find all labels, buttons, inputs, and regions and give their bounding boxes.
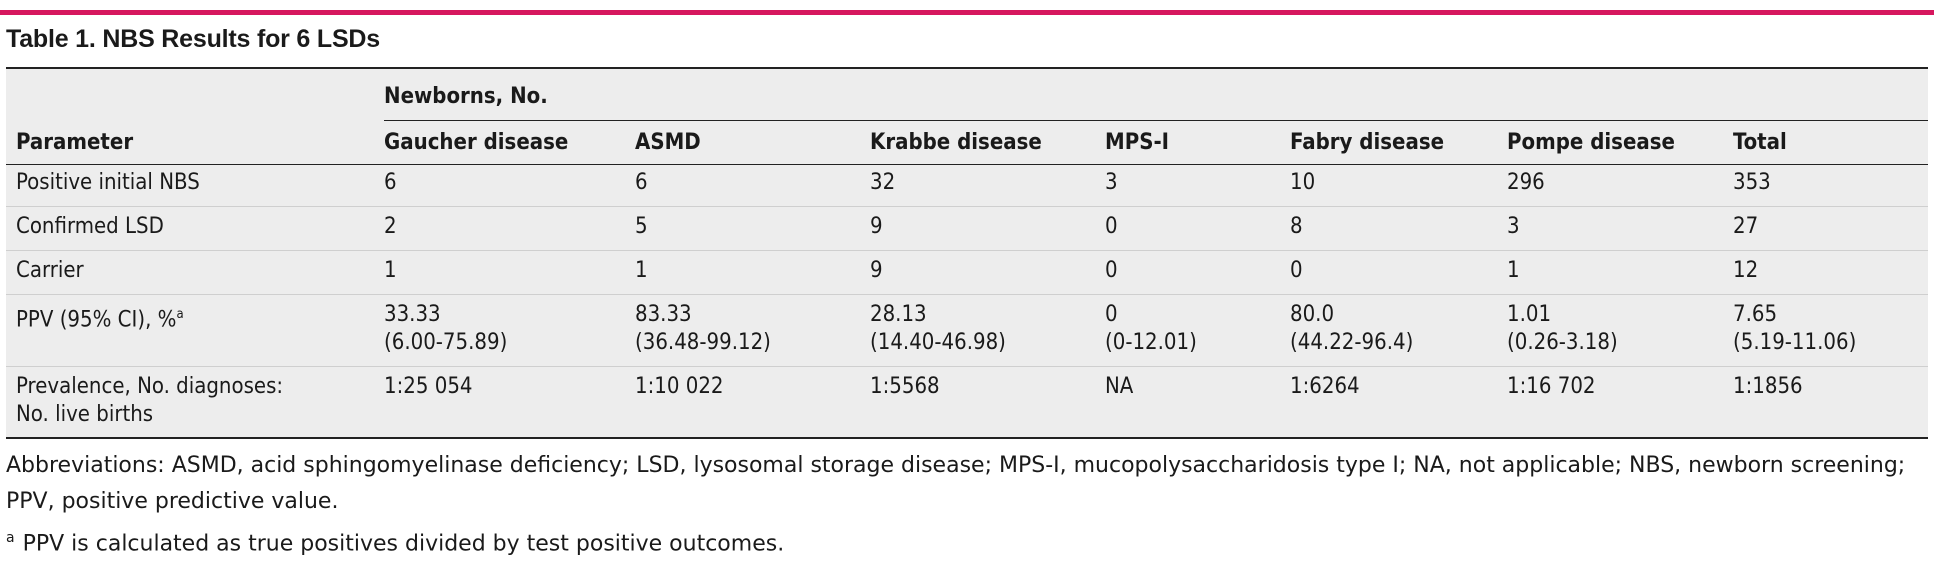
table-cell: 27 xyxy=(1733,214,1759,239)
table-cell: 2 xyxy=(384,214,397,239)
table-cell: 1 xyxy=(635,258,648,283)
footnote-marker: a xyxy=(176,307,184,322)
col-header-parameter: Parameter xyxy=(16,130,134,155)
row-divider xyxy=(6,294,1928,295)
accent-bar xyxy=(0,10,1934,15)
table-cell: 1:6264 xyxy=(1290,374,1360,399)
table-cell: 353 xyxy=(1733,170,1771,195)
col-header-mps-i: MPS-I xyxy=(1105,130,1170,155)
table-cell: 33.33 xyxy=(384,302,441,327)
abbreviations-note: Abbreviations: ASMD, acid sphingomyelina… xyxy=(6,453,1906,514)
header-rule xyxy=(6,164,1928,165)
row-label: PPV (95% CI), %a xyxy=(16,301,184,334)
col-header-total: Total xyxy=(1733,130,1787,155)
table-cell-ci: (36.48-99.12) xyxy=(635,330,771,355)
row-label: Confirmed LSD xyxy=(16,214,164,239)
table-cell-ci: (6.00-75.89) xyxy=(384,330,508,355)
table-title: Table 1. NBS Results for 6 LSDs xyxy=(6,25,380,53)
row-label-text: PPV (95% CI), % xyxy=(16,307,177,333)
table-cell: 80.0 xyxy=(1290,302,1335,327)
row-divider xyxy=(6,206,1928,207)
results-table: Newborns, No. Parameter Gaucher disease … xyxy=(6,67,1928,439)
col-header-pompe: Pompe disease xyxy=(1507,130,1675,155)
table-cell: 9 xyxy=(870,258,883,283)
footnote-text: PPV is calculated as true positives divi… xyxy=(22,531,785,557)
table-cell: NA xyxy=(1105,374,1134,399)
table-cell: 0 xyxy=(1290,258,1303,283)
table-cell-ci: (5.19-11.06) xyxy=(1733,330,1857,355)
table-cell: 6 xyxy=(635,170,648,195)
table-cell: 1:25 054 xyxy=(384,374,473,399)
group-header-rule xyxy=(384,120,1928,121)
table-cell: 28.13 xyxy=(870,302,927,327)
col-header-fabry: Fabry disease xyxy=(1290,130,1445,155)
col-header-gaucher: Gaucher disease xyxy=(384,130,569,155)
footnote-mark: a xyxy=(6,530,15,546)
table-cell: 8 xyxy=(1290,214,1303,239)
table-cell: 0 xyxy=(1105,302,1118,327)
table-cell: 7.65 xyxy=(1733,302,1778,327)
table-cell: 0 xyxy=(1105,214,1118,239)
table-cell: 5 xyxy=(635,214,648,239)
table-cell: 6 xyxy=(384,170,397,195)
col-header-krabbe: Krabbe disease xyxy=(870,130,1042,155)
row-divider xyxy=(6,366,1928,367)
row-divider xyxy=(6,250,1928,251)
footnote-a: a PPV is calculated as true positives div… xyxy=(6,530,784,556)
table-cell-ci: (14.40-46.98) xyxy=(870,330,1006,355)
table-cell: 12 xyxy=(1733,258,1759,283)
table-cell: 1.01 xyxy=(1507,302,1552,327)
col-header-asmd: ASMD xyxy=(635,130,701,155)
table-cell: 0 xyxy=(1105,258,1118,283)
table-cell-ci: (0-12.01) xyxy=(1105,330,1197,355)
table-cell: 1:16 702 xyxy=(1507,374,1596,399)
row-label: Carrier xyxy=(16,258,84,283)
table-cell: 296 xyxy=(1507,170,1545,195)
row-label: Prevalence, No. diagnoses: xyxy=(16,374,284,399)
table-cell: 1:1856 xyxy=(1733,374,1803,399)
row-label: Positive initial NBS xyxy=(16,170,200,195)
table-cell: 1 xyxy=(384,258,397,283)
table-cell-ci: (44.22-96.4) xyxy=(1290,330,1414,355)
table-cell: 1:10 022 xyxy=(635,374,724,399)
table-cell: 3 xyxy=(1507,214,1520,239)
table-cell: 1:5568 xyxy=(870,374,940,399)
table-cell: 83.33 xyxy=(635,302,692,327)
table-cell: 9 xyxy=(870,214,883,239)
table-cell: 10 xyxy=(1290,170,1316,195)
table-cell: 32 xyxy=(870,170,896,195)
table-cell: 1 xyxy=(1507,258,1520,283)
table-cell: 3 xyxy=(1105,170,1118,195)
table-cell-ci: (0.26-3.18) xyxy=(1507,330,1618,355)
row-label-line2: No. live births xyxy=(16,402,154,427)
group-header: Newborns, No. xyxy=(384,84,548,109)
